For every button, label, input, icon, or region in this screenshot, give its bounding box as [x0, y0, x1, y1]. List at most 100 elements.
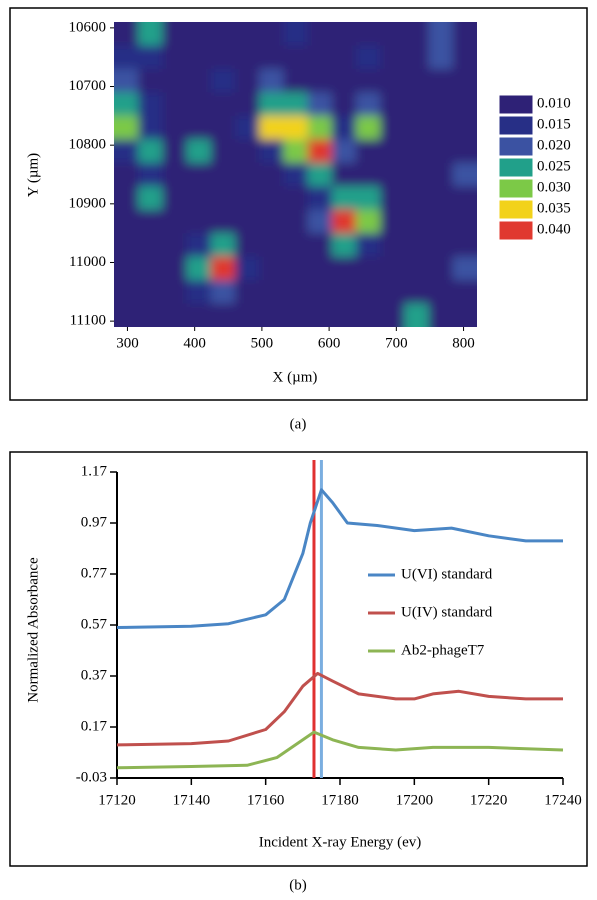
heatmap-cell: [138, 22, 163, 46]
heatmap-cell: [186, 186, 212, 211]
x-tick-label: 800: [452, 335, 475, 351]
heatmap-cell: [210, 233, 236, 258]
y-tick-label: 0.77: [81, 565, 108, 581]
x-tick-label: 700: [385, 335, 408, 351]
x-tick-label: 17160: [247, 792, 285, 808]
heatmap-cell: [162, 233, 188, 258]
heatmap-cell: [283, 45, 309, 70]
heatmap-cell: [380, 209, 405, 234]
heatmap-cell: [428, 280, 454, 305]
heatmap-cell: [138, 162, 163, 187]
heatmap-cell: [380, 45, 405, 70]
heatmap-cell: [210, 256, 236, 281]
heatmap-cell: [307, 139, 333, 164]
heatmap-cell: [235, 22, 260, 46]
heatmap-cell: [162, 280, 188, 305]
heatmap-cell: [162, 209, 188, 234]
heatmap-cell: [283, 92, 309, 117]
x-axis-label: Incident X-ray Energy (ev): [259, 834, 422, 850]
heatmap-cell: [283, 68, 309, 93]
heatmap-cell: [307, 209, 333, 234]
y-tick-label: 1.17: [81, 463, 108, 479]
y-tick-label: 0.97: [81, 514, 108, 530]
y-tick-label: -0.03: [76, 769, 107, 785]
heatmap-cell: [452, 233, 477, 258]
caption: (a): [290, 416, 307, 432]
heatmap-cell: [404, 256, 430, 281]
legend-swatch: [498, 115, 534, 136]
heatmap-cell: [356, 115, 381, 140]
heatmap-cell: [428, 68, 454, 93]
heatmap-cell: [307, 68, 333, 93]
data-line: [116, 671, 563, 747]
heatmap-cell: [428, 115, 454, 140]
heatmap-cell: [307, 45, 333, 70]
y-axis-label: Normalized Absorbance: [25, 557, 41, 703]
heatmap-cells: [114, 22, 477, 327]
heatmap-cell: [114, 209, 139, 234]
heatmap-cell: [259, 115, 284, 140]
x-tick-label: 17180: [321, 792, 359, 808]
legend-label: U(IV) standard: [401, 604, 493, 620]
x-axis-label: X (µm): [273, 369, 318, 385]
heatmap-cell: [356, 139, 381, 164]
heatmap-cell: [283, 256, 309, 281]
heatmap-cell: [283, 233, 309, 258]
legend-swatch: [498, 178, 534, 199]
heatmap-cell: [404, 115, 430, 140]
heatmap-cell: [138, 280, 163, 305]
legend-label: 0.040: [537, 221, 571, 237]
heatmap-cell: [259, 92, 284, 117]
heatmap-cell: [210, 92, 236, 117]
x-tick-label: 600: [318, 335, 341, 351]
heatmap-cell: [428, 139, 454, 164]
heatmap-cell: [235, 233, 260, 258]
heatmap-cell: [307, 115, 333, 140]
heatmap-cell: [114, 233, 139, 258]
heatmap-cell: [186, 303, 212, 327]
caption: (b): [289, 877, 307, 893]
heatmap-cell: [114, 139, 139, 164]
heatmap-cell: [186, 92, 212, 117]
heatmap-cell: [114, 303, 139, 327]
heatmap-cell: [210, 68, 236, 93]
heatmap-cell: [380, 115, 405, 140]
heatmap-cell: [404, 233, 430, 258]
heatmap-cell: [259, 22, 284, 46]
data-line: [116, 488, 563, 629]
heatmap-cell: [210, 209, 236, 234]
heatmap-cell: [210, 115, 236, 140]
heatmap-cell: [380, 92, 405, 117]
heatmap-cell: [186, 280, 212, 305]
legend-swatch: [498, 136, 534, 157]
heatmap-cell: [380, 68, 405, 93]
heatmap-cell: [162, 22, 188, 46]
legend-label: 0.015: [537, 116, 571, 132]
heatmap-cell: [428, 303, 454, 327]
heatmap-cell: [259, 186, 284, 211]
x-tick-label: 300: [116, 335, 139, 351]
heatmap-cell: [235, 280, 260, 305]
heatmap-cell: [210, 162, 236, 187]
heatmap-cell: [404, 22, 430, 46]
heatmap-cell: [259, 256, 284, 281]
heatmap-cell: [380, 233, 405, 258]
heatmap-cell: [162, 45, 188, 70]
heatmap-cell: [356, 303, 381, 327]
legend-swatch: [498, 199, 534, 220]
y-tick-label: 0.37: [81, 667, 108, 683]
heatmap-cell: [283, 115, 309, 140]
legend-label: 0.010: [537, 95, 571, 111]
legend-label: 0.035: [537, 200, 571, 216]
heatmap-cell: [380, 139, 405, 164]
heatmap-cell: [138, 45, 163, 70]
heatmap-cell: [259, 209, 284, 234]
heatmap-cell: [138, 115, 163, 140]
heatmap-cell: [307, 280, 333, 305]
heatmap-cell: [452, 68, 477, 93]
heatmap-cell: [283, 22, 309, 46]
heatmap-cell: [259, 280, 284, 305]
y-tick-label: 0.57: [81, 616, 108, 632]
heatmap-cell: [162, 92, 188, 117]
